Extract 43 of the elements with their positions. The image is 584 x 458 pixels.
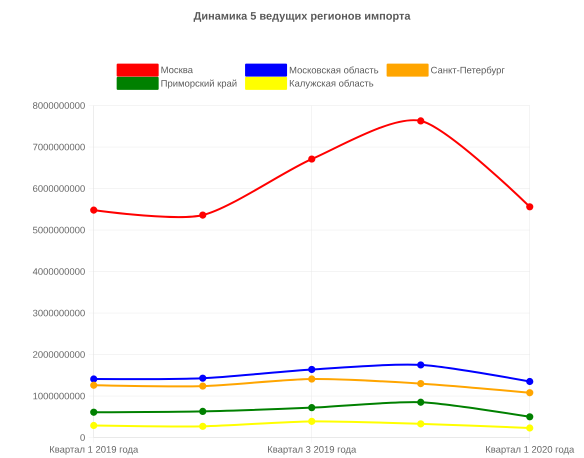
- point: [417, 361, 424, 369]
- y-tick-label: 3000000000: [32, 310, 85, 316]
- x-tick-label: Квартал 1 2019 года: [50, 446, 138, 455]
- y-tick-label: 8000000000: [32, 102, 85, 109]
- point: [199, 374, 206, 382]
- y-tick-label: 7000000000: [33, 144, 85, 150]
- point: [199, 422, 206, 430]
- chart-title: Динамика 5 ведущих регионов импорта: [194, 12, 411, 22]
- point: [199, 212, 206, 219]
- point: [526, 203, 534, 210]
- point: [308, 366, 316, 374]
- point: [308, 156, 316, 163]
- legend-label: Москва: [161, 66, 193, 74]
- point: [526, 424, 534, 432]
- point: [308, 375, 316, 383]
- point: [90, 422, 98, 430]
- point: [417, 380, 424, 388]
- point: [417, 398, 424, 406]
- point: [526, 389, 534, 396]
- x-tick-label: Квартал 3 2019 года: [268, 446, 356, 455]
- point: [199, 408, 206, 416]
- y-tick-label: 0: [80, 434, 85, 441]
- point: [90, 382, 98, 389]
- y-tick-label: 6000000000: [33, 185, 85, 192]
- point: [90, 408, 98, 416]
- point: [417, 117, 424, 125]
- point: [308, 404, 316, 412]
- y-tick-label: 1000000000: [33, 392, 85, 400]
- y-tick-label: 4000000000: [32, 268, 85, 275]
- legend-label: Московская область: [290, 66, 378, 74]
- point: [417, 420, 424, 428]
- point: [90, 206, 98, 214]
- legend-label: Санкт-Петербург: [431, 66, 505, 76]
- point: [526, 378, 534, 386]
- y-tick-label: 5000000000: [32, 226, 85, 234]
- point: [90, 375, 98, 383]
- y-tick-label: 2000000000: [33, 351, 85, 358]
- point: [526, 413, 534, 420]
- x-tick-label: Квартал 1 2020 года: [486, 446, 574, 455]
- point: [308, 418, 316, 425]
- legend-label: Приморский край: [161, 80, 236, 89]
- legend-label: Калужская область: [290, 80, 374, 89]
- point: [199, 382, 206, 390]
